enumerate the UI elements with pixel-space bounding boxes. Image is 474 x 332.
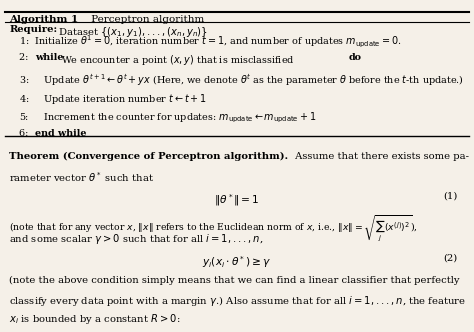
Text: 4:     Update iteration number $t \leftarrow t + 1$: 4: Update iteration number $t \leftarrow… xyxy=(19,92,207,106)
Text: rameter vector $\theta^*$ such that: rameter vector $\theta^*$ such that xyxy=(9,170,155,184)
Text: $y_i(x_i \cdot \theta^*) \geq \gamma$: $y_i(x_i \cdot \theta^*) \geq \gamma$ xyxy=(202,254,272,270)
Text: do: do xyxy=(348,53,361,62)
Text: while: while xyxy=(35,53,63,62)
Text: and some scalar $\gamma > 0$ such that for all $i = 1, ..., n$,: and some scalar $\gamma > 0$ such that f… xyxy=(9,232,264,246)
Text: (note the above condition simply means that we can find a linear classifier that: (note the above condition simply means t… xyxy=(9,276,460,285)
Text: 6:: 6: xyxy=(19,129,31,138)
Text: Perceptron algorithm: Perceptron algorithm xyxy=(88,15,204,24)
Text: 1:  Initialize $\theta^1 = 0$, iteration number $t = 1$, and number of updates $: 1: Initialize $\theta^1 = 0$, iteration … xyxy=(19,34,401,50)
Text: $\|\theta^*\| = 1$: $\|\theta^*\| = 1$ xyxy=(214,192,260,208)
Text: Assume that there exists some pa-: Assume that there exists some pa- xyxy=(292,152,468,161)
Text: Dataset $\{(x_1, y_1), ..., (x_n, y_n)\}$: Dataset $\{(x_1, y_1), ..., (x_n, y_n)\}… xyxy=(55,25,208,39)
Text: end while: end while xyxy=(35,129,86,138)
Text: Theorem (Convergence of Perceptron algorithm).: Theorem (Convergence of Perceptron algor… xyxy=(9,152,289,161)
Text: 2:: 2: xyxy=(19,53,31,62)
Text: 5:     Increment the counter for updates: $m_{\mathrm{update}} \leftarrow m_{\ma: 5: Increment the counter for updates: $m… xyxy=(19,111,317,125)
Text: Algorithm 1: Algorithm 1 xyxy=(9,15,79,24)
Text: $x_i$ is bounded by a constant $R > 0$:: $x_i$ is bounded by a constant $R > 0$: xyxy=(9,312,181,326)
Text: (note that for any vector $x$, $\|x\|$ refers to the Euclidean norm of $x$, i.e.: (note that for any vector $x$, $\|x\|$ r… xyxy=(9,213,418,243)
Text: classify every data point with a margin $\gamma$.) Also assume that for all $i =: classify every data point with a margin … xyxy=(9,294,466,308)
Text: (2): (2) xyxy=(443,254,457,263)
Text: 3:     Update $\theta^{t+1} \leftarrow \theta^t + yx$ (Here, we denote $\theta^t: 3: Update $\theta^{t+1} \leftarrow \thet… xyxy=(19,72,464,88)
Text: Require:: Require: xyxy=(9,25,58,34)
Text: (1): (1) xyxy=(443,192,457,201)
Text: We encounter a point $(x, y)$ that is misclassified: We encounter a point $(x, y)$ that is mi… xyxy=(58,53,295,67)
